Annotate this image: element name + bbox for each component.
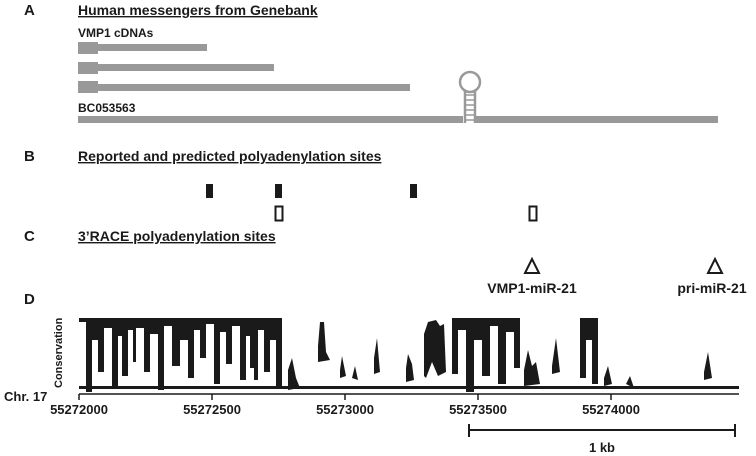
conservation-ylabel: Conservation	[53, 317, 65, 388]
genomic-axis	[78, 393, 739, 400]
conservation-track	[79, 318, 739, 392]
cdna-3-utr-line	[98, 84, 410, 91]
cdna-1-exon-block	[78, 42, 98, 54]
conservation-block-13	[552, 338, 560, 374]
cdna-2-exon-block	[78, 62, 98, 74]
predicted-polya-site-2	[528, 205, 538, 222]
bc053563-segment-right	[476, 116, 718, 123]
panel-b: B Reported and predicted polyadenylation…	[24, 148, 538, 222]
conservation-block-8	[374, 338, 380, 374]
conservation-block-17	[704, 352, 712, 380]
conservation-block-3	[254, 318, 282, 388]
axis-tick-label: 55273000	[316, 402, 374, 417]
cdna-3-exon-block	[78, 81, 98, 93]
conservation-block-12	[524, 350, 540, 386]
panel-c-heading: 3’RACE polyadenylation sites	[78, 228, 276, 244]
reported-polya-site-3	[410, 184, 417, 198]
chromosome-label: Chr. 17	[4, 389, 47, 404]
cdna-transcript-3	[78, 81, 410, 93]
stem-loop-icon	[458, 70, 482, 123]
scale-bar-label: 1 kb	[589, 440, 615, 455]
conservation-block-5	[318, 322, 330, 362]
conservation-block-15	[604, 366, 612, 386]
scale-bar	[468, 424, 736, 437]
conservation-block-7	[352, 366, 358, 380]
conservation-block-10	[424, 320, 446, 378]
conservation-block-4	[288, 358, 300, 390]
panel-a-letter: A	[24, 2, 35, 19]
open-triangle-icon	[706, 256, 724, 274]
bc053563-segment-left	[78, 116, 463, 123]
panel-c-letter: C	[24, 228, 35, 245]
conservation-block-11	[452, 318, 520, 392]
conservation-block-6	[340, 356, 346, 378]
panel-b-letter: B	[24, 148, 35, 165]
bc053563-transcript	[78, 116, 718, 123]
cdna-transcript-1	[78, 42, 207, 54]
stem-loop-head	[458, 70, 482, 94]
panel-b-heading: Reported and predicted polyadenylation s…	[78, 148, 382, 164]
panel-c: C 3’RACE polyadenylation sites VMP1-miR-…	[24, 228, 747, 296]
conservation-block-1	[79, 318, 136, 392]
vmp1-mir21-site-label: VMP1-miR-21	[487, 280, 577, 296]
predicted-polya-site-1	[274, 205, 284, 222]
axis-tick-label: 55274000	[582, 402, 640, 417]
panel-d: D Conservation Chr. 17	[4, 291, 739, 455]
cdna-transcript-2	[78, 62, 274, 74]
panel-d-letter: D	[24, 291, 35, 308]
pri-mir21-site-label: pri-miR-21	[677, 280, 746, 296]
cdna-1-utr-line	[98, 44, 207, 51]
vmp1-cdna-label: VMP1 cDNAs	[78, 26, 154, 40]
panel-a: A Human messengers from Genebank VMP1 cD…	[24, 2, 718, 123]
axis-tick-label: 55272500	[183, 402, 241, 417]
cdna-2-utr-line	[98, 64, 274, 71]
reported-polya-site-1	[206, 184, 213, 198]
conservation-block-16	[626, 376, 634, 388]
axis-tick-label: 55272000	[50, 402, 108, 417]
bc053563-label: BC053563	[78, 101, 136, 115]
reported-polya-site-2	[275, 184, 282, 198]
conservation-block-14	[580, 318, 598, 384]
axis-tick-label: 55273500	[449, 402, 507, 417]
open-triangle-icon	[523, 256, 541, 274]
conservation-block-9	[406, 354, 414, 382]
conservation-block-2	[136, 318, 254, 390]
panel-a-heading: Human messengers from Genebank	[78, 2, 318, 18]
conservation-baseline-fill	[79, 386, 739, 389]
